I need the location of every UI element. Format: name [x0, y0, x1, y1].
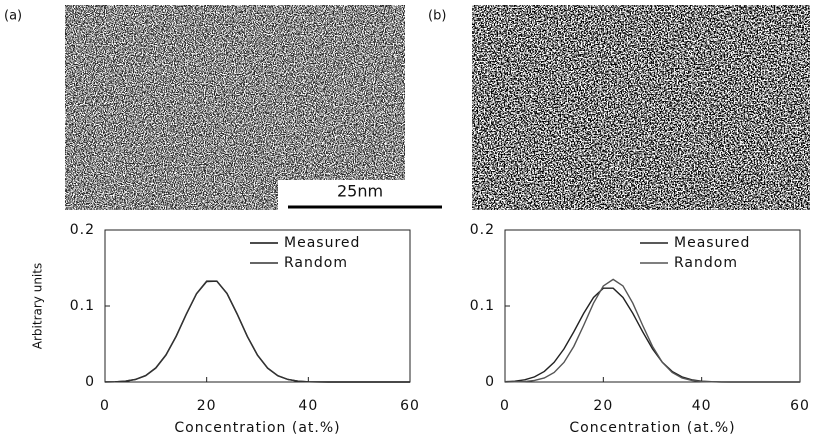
x-tick-label: 0	[500, 398, 510, 414]
x-tick-label: 40	[298, 398, 318, 414]
panel-label: (b)	[428, 9, 446, 24]
y-axis-label: Arbitrary units	[31, 263, 45, 349]
x-tick-label: 60	[400, 398, 420, 414]
plot-frame	[104, 229, 411, 383]
x-tick-label: 20	[593, 398, 613, 414]
x-tick-label: 0	[100, 398, 110, 414]
y-tick-label: 0.1	[70, 298, 95, 314]
micrograph-b	[472, 5, 810, 210]
x-axis-label: Concentration (at.%)	[174, 420, 340, 436]
series-line	[104, 280, 410, 383]
x-tick-label: 20	[197, 398, 217, 414]
series-line	[104, 280, 410, 383]
y-tick-label: 0.2	[70, 222, 95, 238]
series-line	[504, 287, 800, 383]
series-line	[504, 278, 800, 383]
x-tick-label: 60	[790, 398, 810, 414]
y-tick-label: 0	[85, 374, 95, 390]
y-tick-label: 0	[485, 374, 495, 390]
y-tick-label: 0.1	[470, 298, 495, 314]
x-tick-label: 40	[692, 398, 712, 414]
micrograph-a	[65, 5, 405, 210]
x-axis-label: Concentration (at.%)	[569, 420, 735, 436]
legend-label: Measured	[284, 235, 360, 251]
plot-frame	[504, 229, 801, 383]
panel-label: (a)	[4, 9, 22, 24]
y-tick-label: 0.2	[470, 222, 495, 238]
legend-label: Measured	[674, 235, 750, 251]
legend-label: Random	[284, 255, 348, 271]
scale-bar-label: 25nm	[337, 182, 383, 201]
legend-label: Random	[674, 255, 738, 271]
